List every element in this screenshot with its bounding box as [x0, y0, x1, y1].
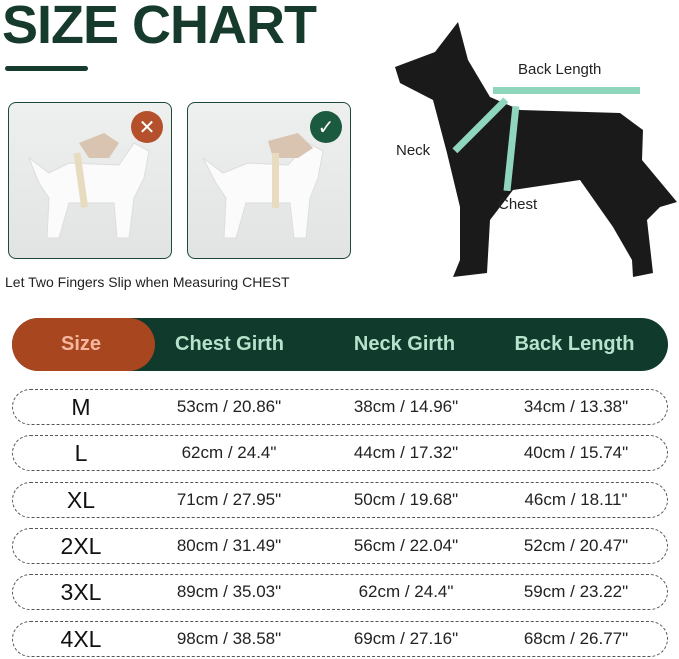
table-row: M 53cm / 20.86" 38cm / 14.96" 34cm / 13.38": [12, 389, 668, 425]
cell-chest-girth: 80cm / 31.49": [176, 535, 282, 555]
cell-size: L: [74, 440, 88, 467]
cell-size: 3XL: [60, 579, 102, 606]
cell-neck-girth: 69cm / 27.16": [353, 628, 459, 648]
cell-back-length: 40cm / 15.74": [523, 443, 629, 463]
back-length-label: Back Length: [518, 61, 602, 78]
cell-back-length: 68cm / 26.77": [523, 628, 629, 648]
cell-chest-girth: 62cm / 24.4": [181, 443, 277, 463]
photo-incorrect-measuring: ✕: [8, 102, 172, 259]
dog-measurement-diagram: [395, 22, 677, 277]
table-row: XL 71cm / 27.95" 50cm / 19.68" 46cm / 18.11…: [12, 481, 668, 518]
cell-neck-girth: 44cm / 17.32": [353, 443, 459, 463]
cell-chest-girth: 53cm / 20.86": [176, 397, 282, 416]
cell-back-length: 59cm / 23.22": [523, 582, 629, 602]
cell-chest-girth: 89cm / 35.03": [176, 582, 282, 602]
chest-tape: [503, 105, 520, 192]
table-row: 4XL 98cm / 38.58" 69cm / 27.16" 68cm / 26.7…: [12, 620, 668, 657]
neck-label: Neck: [396, 142, 431, 159]
title-underline: [5, 66, 88, 71]
cell-size: 2XL: [60, 532, 102, 559]
cell-back-length: 52cm / 20.47": [523, 535, 629, 555]
check-icon: ✓: [310, 111, 342, 143]
x-icon: ✕: [131, 111, 163, 143]
mannequin-dog-image: [202, 133, 324, 239]
cell-chest-girth: 98cm / 38.58": [176, 628, 282, 648]
back-tape: [493, 87, 640, 94]
cell-neck-girth: 62cm / 24.4": [358, 582, 454, 602]
header-back-length: Back Length: [514, 333, 635, 355]
cell-neck-girth: 38cm / 14.96": [353, 397, 459, 416]
cell-neck-girth: 50cm / 19.68": [353, 489, 459, 509]
cell-back-length: 46cm / 18.11": [524, 489, 628, 509]
cell-chest-girth: 71cm / 27.95": [176, 489, 282, 509]
size-header-pill: [12, 318, 155, 371]
cell-size: XL: [66, 486, 96, 513]
cell-size: 4XL: [60, 625, 102, 652]
header-chest-girth: Chest Girth: [175, 333, 284, 355]
neck-tape: [452, 97, 509, 154]
table-header: Size Chest Girth Neck Girth Back Length: [12, 318, 668, 371]
table-row: 3XL 89cm / 35.03" 62cm / 24.4" 59cm / 23.22…: [12, 574, 668, 611]
header-neck-girth: Neck Girth: [353, 333, 456, 355]
photo-correct-measuring: ✓: [187, 102, 351, 259]
table-row: L 62cm / 24.4" 44cm / 17.32" 40cm / 15.74": [12, 435, 668, 472]
page-title: SIZE CHART: [2, 0, 317, 55]
chest-label: Chest: [498, 196, 538, 213]
cell-back-length: 34cm / 13.38": [523, 397, 629, 416]
measuring-caption: Let Two Fingers Slip when Measuring CHES…: [5, 274, 290, 290]
header-size: Size: [60, 333, 102, 355]
mannequin-dog-image: [27, 133, 150, 239]
cell-neck-girth: 56cm / 22.04": [353, 535, 459, 555]
dog-silhouette: [395, 22, 677, 277]
cell-size: M: [71, 394, 91, 420]
table-row: 2XL 80cm / 31.49" 56cm / 22.04" 52cm / 20.4…: [12, 527, 668, 564]
